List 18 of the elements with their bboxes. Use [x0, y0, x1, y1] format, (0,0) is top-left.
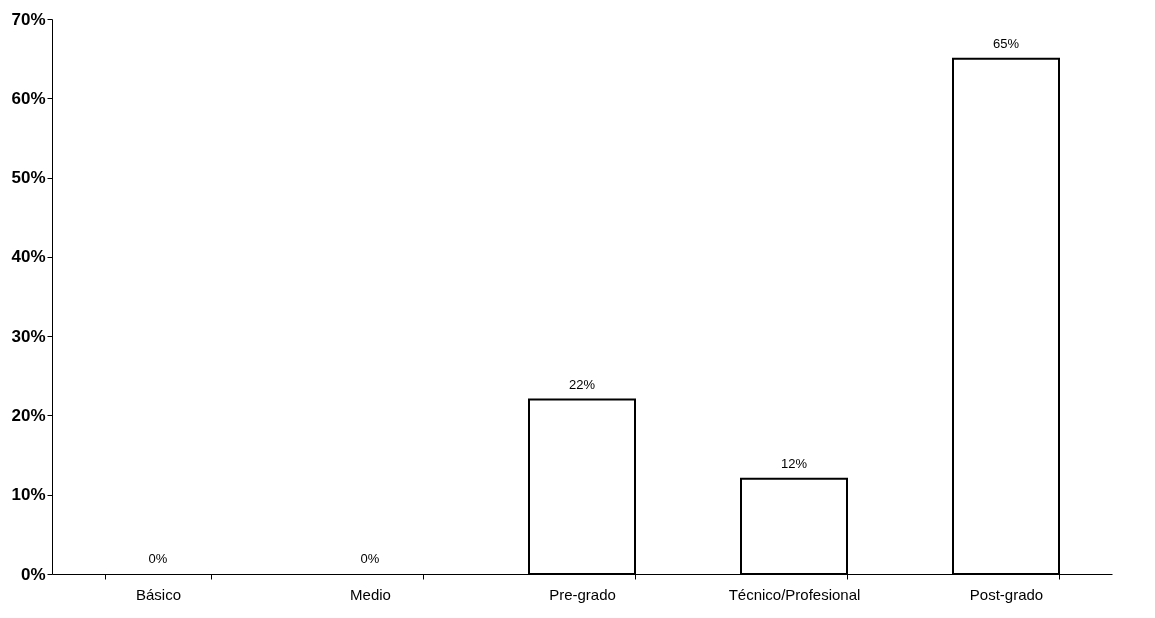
data-label: 0% — [148, 551, 168, 566]
y-tick-label: 40% — [11, 247, 46, 267]
x-tick-label: Post-grado — [969, 585, 1044, 603]
y-tick-label: 0% — [20, 564, 46, 584]
data-label: 0% — [360, 551, 380, 566]
x-tick-label: Técnico/Profesional — [728, 585, 861, 603]
x-tick-label: Medio — [350, 585, 391, 603]
data-label: 12% — [780, 455, 808, 471]
data-label: 65% — [992, 35, 1020, 51]
x-tick-label: Pre-grado — [549, 585, 616, 603]
data-label: 22% — [568, 376, 596, 392]
y-tick-label: 50% — [11, 168, 46, 188]
y-tick-label: 10% — [11, 485, 46, 505]
y-tick-label: 20% — [11, 405, 46, 425]
y-tick-label: 70% — [11, 9, 46, 29]
x-tick-label: Básico — [135, 585, 182, 603]
y-tick-label: 60% — [11, 88, 46, 108]
y-tick-label: 30% — [11, 326, 46, 346]
